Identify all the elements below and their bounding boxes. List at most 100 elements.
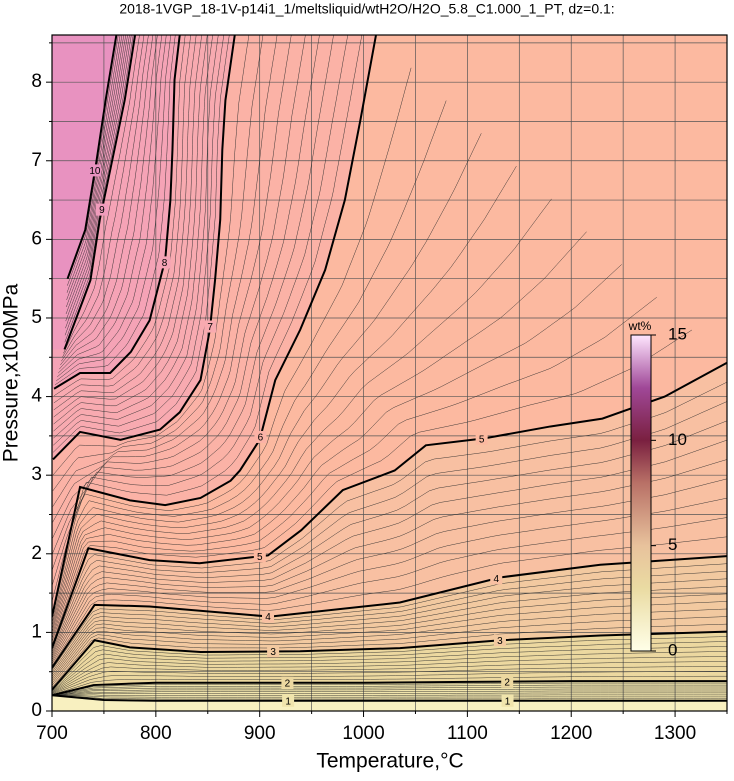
minor-contour	[52, 35, 320, 554]
minor-contour	[52, 661, 727, 694]
minor-contour	[52, 478, 727, 661]
contour-label: 5	[479, 434, 485, 445]
contour-label-group: 1	[282, 694, 295, 707]
minor-contour	[52, 35, 292, 523]
minor-contour	[67, 35, 119, 286]
contour-label: 2	[504, 677, 510, 688]
contour-label: 4	[493, 574, 499, 585]
y-tick-label: 0	[31, 700, 42, 721]
contour-line	[52, 630, 727, 691]
contour-label: 7	[207, 322, 213, 333]
contour-label: 6	[258, 433, 264, 444]
colorbar	[630, 334, 652, 652]
colorbar-tick-label: 15	[668, 324, 687, 343]
minor-contour	[52, 35, 306, 539]
contour-label-group: 2	[501, 675, 514, 688]
contour-label: 2	[285, 678, 291, 689]
contour-label-group: 9	[95, 203, 108, 216]
contour-label-box	[88, 164, 101, 177]
minor-contour	[52, 329, 693, 646]
y-tick-label: 3	[31, 464, 42, 485]
minor-contour	[52, 35, 250, 476]
contour-label-group: 3	[493, 634, 506, 647]
minor-contour	[52, 401, 727, 653]
minor-contour	[52, 570, 727, 673]
contour-label-group: 7	[204, 320, 217, 333]
contour-label: 4	[265, 612, 271, 623]
contour-line	[63, 35, 137, 350]
minor-contour	[54, 35, 176, 385]
y-tick-label: 2	[31, 543, 42, 564]
contour-label-box	[282, 694, 295, 707]
contour-line	[52, 35, 377, 617]
contour-label-box	[281, 676, 294, 689]
x-tick-label: 1000	[342, 723, 384, 744]
minor-contour	[52, 497, 727, 663]
minor-contour	[63, 35, 140, 354]
minor-contour	[52, 517, 727, 664]
minor-contour	[52, 641, 727, 692]
contour-label-group: 2	[281, 676, 294, 689]
contour-label-group: 3	[267, 645, 280, 658]
minor-contour	[52, 198, 552, 633]
minor-contour	[52, 646, 727, 692]
minor-contour	[64, 35, 132, 336]
contour-label-box	[267, 645, 280, 658]
minor-contour	[52, 536, 727, 666]
minor-contour	[53, 35, 197, 411]
minor-contour	[52, 636, 727, 691]
contour-label-group: 8	[158, 256, 171, 269]
contour-label-box	[254, 430, 267, 443]
minor-contour	[52, 133, 482, 627]
plot-frame	[51, 34, 728, 712]
minor-contour	[52, 656, 727, 693]
contour-label: 10	[89, 166, 101, 177]
minor-contour	[53, 35, 219, 439]
minor-contour	[62, 35, 145, 358]
minor-contour	[52, 623, 727, 688]
y-tick-label: 5	[31, 307, 42, 328]
x-tick-label: 1100	[447, 723, 488, 744]
minor-contour	[56, 35, 172, 382]
minor-contour	[52, 35, 264, 492]
contour-label-group: 4	[262, 610, 275, 623]
minor-contour	[52, 35, 230, 453]
minor-contour	[52, 692, 727, 696]
contour-line	[52, 361, 727, 649]
minor-contour	[52, 35, 278, 507]
minor-contour	[61, 35, 149, 362]
minor-contour	[52, 690, 727, 696]
minor-contour	[65, 35, 130, 329]
colorbar-tick-label: 10	[668, 430, 687, 449]
minor-contour	[52, 381, 727, 651]
minor-contour	[52, 608, 727, 684]
contour-label-group: 5	[475, 432, 488, 445]
contour-label-group: 5	[253, 550, 266, 563]
contour-label: 9	[99, 205, 105, 216]
y-tick-label: 4	[31, 386, 42, 407]
contour-line	[52, 694, 727, 702]
contour-label-box	[95, 203, 108, 216]
y-axis-label: Pressure,x100MPa	[0, 283, 23, 462]
minor-contour	[52, 586, 727, 677]
contour-line	[52, 555, 727, 669]
contour-label-box	[490, 572, 503, 585]
contour-label-group: 4	[490, 572, 503, 585]
minor-contour	[52, 666, 727, 694]
contour-label-box	[475, 432, 488, 445]
contour-label: 3	[270, 647, 276, 658]
contour-label: 1	[285, 696, 291, 707]
contour-line	[52, 35, 236, 461]
y-tick-label: 8	[31, 71, 42, 92]
x-tick-label: 1200	[550, 723, 592, 744]
minor-contour	[52, 675, 727, 695]
minor-contour	[65, 35, 126, 315]
chart-title: 2018-1VGP_18-1V-p14i1_1/meltsliquid/wtH2…	[119, 1, 614, 17]
minor-contour	[52, 616, 727, 686]
minor-contour	[52, 593, 727, 679]
x-tick-label: 900	[244, 723, 276, 744]
minor-contour	[60, 35, 154, 366]
minor-contour	[52, 686, 727, 696]
